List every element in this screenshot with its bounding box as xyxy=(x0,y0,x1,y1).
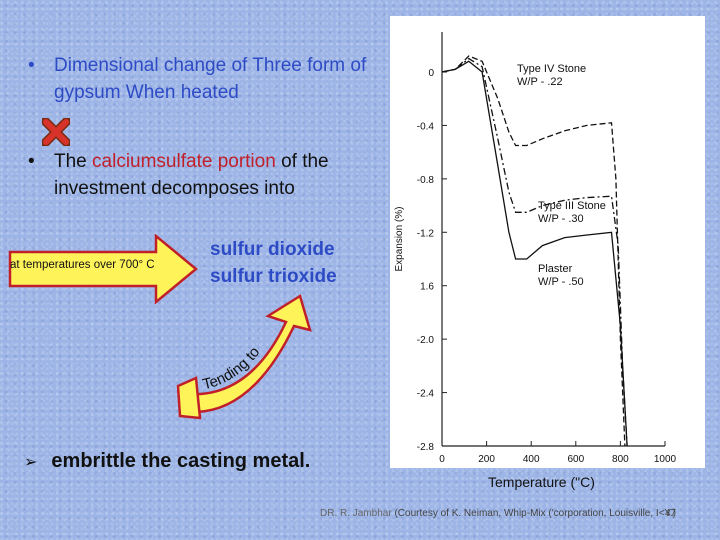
y-axis-title: Expansion (%) xyxy=(394,206,405,271)
series-line-3 xyxy=(441,60,628,447)
x-tick-label: 200 xyxy=(478,454,495,465)
right-arrow-icon xyxy=(8,234,198,304)
product-sulfur-dioxide: sulfur dioxide xyxy=(210,239,335,260)
arrow-label: at temperatures over 700° C xyxy=(10,259,155,271)
bullet-text: embrittle the casting metal. xyxy=(51,450,311,472)
curved-arrow-icon: Tending to xyxy=(176,294,312,420)
series-annotation: W/P - .30 xyxy=(538,213,584,225)
series-annotation: Plaster xyxy=(538,263,573,275)
x-mark-icon xyxy=(42,118,70,146)
bullet-dot-icon: • xyxy=(28,55,35,76)
y-tick-label: -0.4 xyxy=(417,121,435,132)
x-axis-title: Temperature ("C) xyxy=(488,474,595,490)
y-tick-label: -2.8 xyxy=(417,442,435,453)
y-tick-label: 1.6 xyxy=(420,282,434,293)
y-tick-label: -2.0 xyxy=(417,335,435,346)
bullet-embrittle: ➢ embrittle the casting metal. xyxy=(24,450,310,473)
page-number: 47 xyxy=(665,508,677,519)
bullet-dot-icon: • xyxy=(28,151,35,172)
bullet-decomposition: • The calciumsulfate portion of the inve… xyxy=(28,148,358,202)
x-tick-label: 400 xyxy=(523,454,540,465)
x-tick-label: 600 xyxy=(567,454,584,465)
credit-name: DR. R. Jambhar xyxy=(320,508,392,519)
product-sulfur-trioxide: sulfur trioxide xyxy=(210,266,337,287)
bullet-dimensional-change: • Dimensional change of Three form of gy… xyxy=(28,52,368,106)
expansion-chart: 0 -0.4 -0.8 -1.2 1.6 -2.0 -2.4 -2.8 0 200 400 600 80… xyxy=(394,32,677,465)
credit-line: DR. R. Jambhar (Courtesy of K. Neiman, W… xyxy=(320,508,676,519)
y-tick-label: -2.4 xyxy=(417,389,435,400)
calciumsulfate-highlight: calciumsulfate portion xyxy=(92,151,276,172)
x-tick-label: 0 xyxy=(439,454,445,465)
chevron-right-icon: ➢ xyxy=(24,454,38,471)
bullet-text-pre: The xyxy=(54,151,93,172)
x-tick-label: 800 xyxy=(612,454,629,465)
bullet-text-post: of the investment decomposes into xyxy=(54,151,329,199)
x-tick-label: 1000 xyxy=(654,454,677,465)
y-tick-label: 0 xyxy=(428,68,434,79)
series-line-1 xyxy=(441,55,626,447)
credit-text: (Courtesy of K. Neiman, Whip-Mix ('corpo… xyxy=(394,508,677,519)
y-tick-label: -0.8 xyxy=(417,175,435,186)
bullet-text: Dimensional change of Three form of gyps… xyxy=(54,55,367,103)
series-annotation: W/P - .22 xyxy=(517,76,563,88)
series-annotation: Type IV Stone xyxy=(517,63,586,75)
series-line-2 xyxy=(441,57,628,447)
decomposition-products: sulfur dioxide sulfur trioxide xyxy=(210,236,337,290)
series-annotation: Type III Stone xyxy=(538,200,606,212)
series-annotation: W/P - .50 xyxy=(538,276,584,288)
y-tick-label: -1.2 xyxy=(417,228,435,239)
